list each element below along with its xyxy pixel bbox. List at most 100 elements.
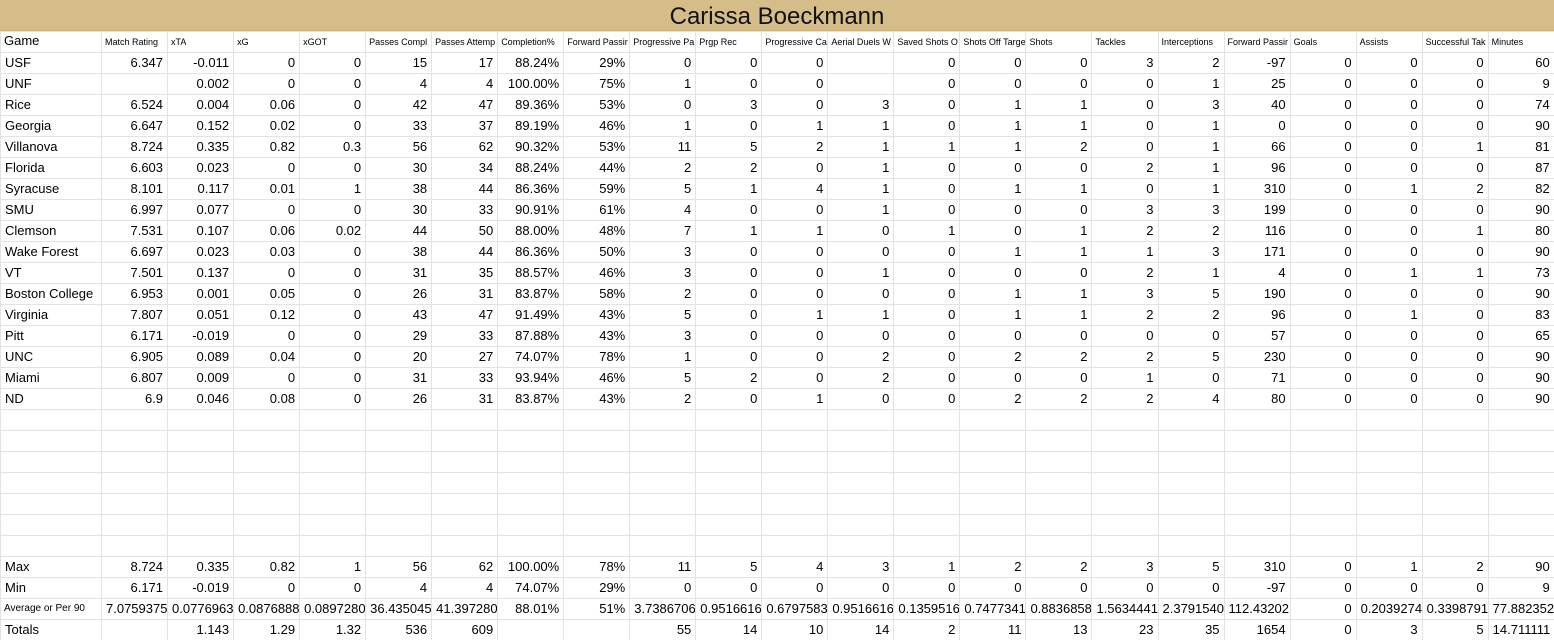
cell: 2: [695, 157, 763, 179]
empty-cell: [1157, 514, 1225, 536]
empty-cell: [827, 535, 895, 557]
cell: 0: [1289, 304, 1357, 326]
empty-cell: [959, 535, 1027, 557]
cell: 6.603: [100, 157, 169, 179]
data-table: Game Match Rating xTA xG xGOT Passes Compl Pas…: [0, 31, 1554, 640]
cell: 0: [1289, 241, 1357, 263]
empty-cell: [1025, 514, 1093, 536]
empty-cell: [1289, 409, 1357, 431]
cell: 46%: [563, 262, 631, 284]
row-label: Virginia: [0, 304, 102, 326]
empty-cell: [100, 430, 169, 452]
column-header: Interceptions: [1157, 31, 1225, 53]
cell: 13: [1025, 619, 1093, 640]
cell: 0: [1157, 367, 1225, 389]
cell: 7: [629, 220, 697, 242]
cell: 10: [761, 619, 829, 640]
cell: 62: [431, 556, 499, 578]
cell: 0: [1289, 619, 1357, 640]
cell: 0.077: [167, 199, 235, 221]
row-label: UNC: [0, 346, 102, 368]
cell: 100.00%: [497, 73, 565, 95]
column-header: Match Rating: [100, 31, 169, 53]
cell: 0: [959, 220, 1027, 242]
cell: 0: [1421, 157, 1489, 179]
cell: 0: [959, 73, 1027, 95]
cell: 0.001: [167, 283, 235, 305]
row-label: Syracuse: [0, 178, 102, 200]
cell: 4: [365, 73, 433, 95]
cell: 0: [1289, 346, 1357, 368]
cell: 0.023: [167, 241, 235, 263]
cell: 1: [761, 115, 829, 137]
cell: 30: [365, 157, 433, 179]
cell: 0: [761, 346, 829, 368]
cell: 7.531: [100, 220, 169, 242]
cell: 0: [827, 283, 895, 305]
cell: 3: [1157, 199, 1225, 221]
empty-cell: [893, 430, 961, 452]
cell: 1: [1091, 367, 1159, 389]
cell: 1: [1025, 178, 1093, 200]
cell: 9: [1487, 73, 1554, 95]
cell: 0.04: [233, 346, 301, 368]
cell: 86.36%: [497, 178, 565, 200]
empty-cell: [0, 514, 102, 536]
cell: 0: [1421, 73, 1489, 95]
cell: 171: [1223, 241, 1291, 263]
empty-cell: [0, 430, 102, 452]
cell: 5: [629, 178, 697, 200]
empty-cell: [431, 451, 499, 473]
cell: 190: [1223, 283, 1291, 305]
column-header: Completion%: [497, 31, 565, 53]
empty-cell: [827, 451, 895, 473]
cell: 0: [299, 577, 367, 599]
empty-cell: [167, 514, 235, 536]
cell: 44: [431, 241, 499, 263]
cell: 0.02: [233, 115, 301, 137]
cell: 3: [629, 325, 697, 347]
empty-cell: [893, 535, 961, 557]
cell: 1.143: [167, 619, 235, 640]
cell: 25: [1223, 73, 1291, 95]
empty-cell: [1289, 493, 1357, 515]
cell: 0.089: [167, 346, 235, 368]
cell: 4: [629, 199, 697, 221]
cell: 90: [1487, 346, 1554, 368]
empty-cell: [1157, 535, 1225, 557]
cell: 2.3791540: [1157, 598, 1225, 620]
column-header: xTA: [167, 31, 235, 53]
cell: 0: [1025, 262, 1093, 284]
cell: 8.101: [100, 178, 169, 200]
cell: 0: [1355, 388, 1423, 410]
cell: 2: [1091, 220, 1159, 242]
cell: 0: [1289, 556, 1357, 578]
cell: 0: [299, 73, 367, 95]
row-label: Georgia: [0, 115, 102, 137]
cell: 0: [893, 178, 961, 200]
cell: 55: [629, 619, 697, 640]
cell: 1: [827, 199, 895, 221]
cell: 0: [299, 325, 367, 347]
cell: 1: [959, 241, 1027, 263]
cell: 36.435045: [365, 598, 433, 620]
cell: 5: [1157, 283, 1225, 305]
cell: 88.01%: [497, 598, 565, 620]
cell: 47: [431, 94, 499, 116]
cell: -97: [1223, 577, 1291, 599]
cell: 75%: [563, 73, 631, 95]
empty-cell: [100, 409, 169, 431]
row-label: Totals: [0, 619, 102, 640]
cell: 0.06: [233, 94, 301, 116]
cell: 6.347: [100, 52, 169, 74]
cell: 0: [299, 94, 367, 116]
cell: 0: [959, 325, 1027, 347]
cell: 0: [1289, 115, 1357, 137]
column-header: Minutes: [1487, 31, 1554, 53]
empty-cell: [299, 430, 367, 452]
cell: 8.724: [100, 556, 169, 578]
column-header: Shots Off Targe: [959, 31, 1027, 53]
cell: 2: [827, 367, 895, 389]
cell: 0: [299, 199, 367, 221]
column-header: Successful Tak: [1421, 31, 1489, 53]
